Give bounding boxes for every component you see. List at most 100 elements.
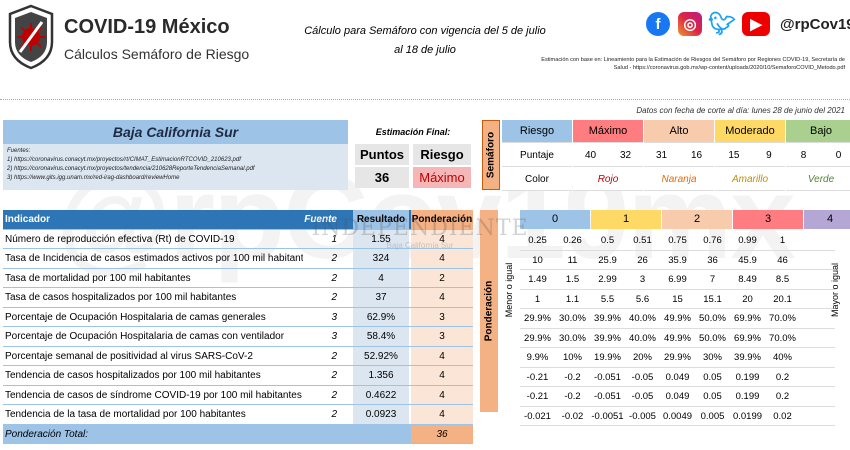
cutoff-date: Datos con fecha de corte al día: lunes 2… <box>636 106 845 115</box>
threshold-cell: 50.0% <box>695 329 730 348</box>
threshold-cell <box>800 290 835 309</box>
threshold-cell: 0.99 <box>730 231 765 251</box>
threshold-cell <box>800 368 835 387</box>
threshold-cell <box>800 348 835 368</box>
threshold-cell: 26 <box>625 251 660 270</box>
indicator-result: 324 <box>353 249 409 268</box>
source-link[interactable]: 3) https://www.gits.igg.unam.mx/red-irag… <box>7 175 180 181</box>
threshold-cell: 49.9% <box>660 329 695 348</box>
threshold-cell: 30% <box>695 348 730 368</box>
ponderacion-side-label: Ponderación <box>480 210 498 412</box>
threshold-cell <box>800 231 835 251</box>
final-label: Estimación Final: <box>375 127 451 137</box>
threshold-cell: 29.9% <box>520 309 555 329</box>
state-panel: Baja California Sur Fuentes: 1) https://… <box>3 120 348 190</box>
threshold-cell: 49.9% <box>660 309 695 329</box>
threshold-cell: 5.5 <box>590 290 625 309</box>
youtube-icon[interactable]: ▶ <box>742 12 770 36</box>
threshold-cell: -0.2 <box>555 387 590 407</box>
indicator-header-row: Indicador Fuente Resultado Ponderación <box>3 210 473 230</box>
indicator-row: Tendencia de la tasa de mortalidad por 1… <box>3 405 473 425</box>
riesgo-label: Riesgo <box>413 144 471 165</box>
threshold-cell: 1 <box>765 231 800 251</box>
header: COVID-19 México Cálculos Semáforo de Rie… <box>0 0 850 100</box>
threshold-cell: -0.05 <box>625 387 660 407</box>
indicator-weight: 4 <box>411 288 473 307</box>
threshold-cell: 7 <box>695 270 730 290</box>
threshold-cell: 35.9 <box>660 251 695 270</box>
threshold-cell: 15 <box>660 290 695 309</box>
ponderacion-level: 2 <box>662 210 732 229</box>
threshold-cell: 69.9% <box>730 329 765 348</box>
indicator-row: Tasa de casos hospitalizados por 100 mil… <box>3 288 473 308</box>
facebook-icon[interactable]: f <box>646 12 670 36</box>
sema-color-name: Amarillo <box>715 168 785 191</box>
indicator-row: Tendencia de casos de síndrome COVID-19 … <box>3 385 473 405</box>
indicator-result: 58.4% <box>353 327 409 346</box>
source-link[interactable]: 1) https://coronavirus.conacyt.mx/proyec… <box>7 157 241 163</box>
puntos-value: 36 <box>355 167 409 188</box>
threshold-cell: 6.99 <box>660 270 695 290</box>
threshold-cell: 39.9% <box>590 309 625 329</box>
threshold-cell: 0.199 <box>730 368 765 387</box>
indicator-name: Tendencia de casos hospitalizados por 10… <box>5 370 261 381</box>
twitter-icon[interactable]: 🐦︎ <box>708 11 736 36</box>
instagram-icon[interactable]: ◎ <box>678 12 702 36</box>
threshold-cell: -0.051 <box>590 387 625 407</box>
indicator-result: 52.92% <box>353 346 409 365</box>
threshold-cell: 0.2 <box>765 387 800 407</box>
ponderacion-level: 3 <box>733 210 803 229</box>
indicator-row: Porcentaje de Ocupación Hospitalaria de … <box>3 327 473 347</box>
indicator-source: 2 <box>331 370 337 381</box>
threshold-cell: 0.25 <box>520 231 555 251</box>
threshold-cell <box>800 270 835 290</box>
indicator-result: 1.55 <box>353 229 409 248</box>
indicator-result: 62.9% <box>353 307 409 326</box>
indicator-name: Tasa de casos hospitalizados por 100 mil… <box>5 292 237 303</box>
social-handle[interactable]: @rpCov19mx <box>780 15 850 33</box>
threshold-cell: 0.51 <box>625 231 660 251</box>
indicator-weight: 4 <box>411 366 473 385</box>
threshold-cell: 1 <box>520 290 555 309</box>
threshold-cell: -0.0051 <box>590 407 625 426</box>
indicator-source: 2 <box>331 389 337 401</box>
threshold-cell: 0.2 <box>765 368 800 387</box>
virus-shield-icon <box>8 4 54 70</box>
sema-color-label: Color <box>502 168 572 191</box>
threshold-cell: 25.9 <box>590 251 625 270</box>
threshold-cell: 0.005 <box>695 407 730 426</box>
ponderacion-level: 0 <box>520 210 590 229</box>
threshold-cell <box>800 387 835 407</box>
threshold-cell: 70.0% <box>765 309 800 329</box>
threshold-cell: -0.21 <box>520 387 555 407</box>
threshold-cell: 40% <box>765 348 800 368</box>
threshold-cell: 29.9% <box>660 348 695 368</box>
indicator-result: 0.4622 <box>353 385 409 404</box>
threshold-cell: 0.05 <box>695 387 730 407</box>
indicator-weight: 3 <box>411 327 473 346</box>
threshold-cell: 2.99 <box>590 270 625 290</box>
puntaje-high: 31 <box>655 149 668 161</box>
indicator-name: Tendencia de la tasa de mortalidad por 1… <box>5 409 246 420</box>
threshold-cell: 40.0% <box>625 329 660 348</box>
threshold-cell <box>800 309 835 329</box>
riesgo-value: Máximo <box>413 167 471 188</box>
indicator-row: Tendencia de casos hospitalizados por 10… <box>3 366 473 386</box>
source-link[interactable]: 2) https://coronavirus.conacyt.mx/proyec… <box>7 166 255 172</box>
threshold-cell: 3 <box>625 270 660 290</box>
indicator-name: Tasa de mortalidad por 100 mil habitante… <box>5 272 191 284</box>
threshold-cell: 11 <box>555 251 590 270</box>
threshold-cell: 20.1 <box>765 290 800 309</box>
puntos-label: Puntos <box>355 144 409 165</box>
threshold-cell: 10 <box>520 251 555 270</box>
threshold-cell: 70.0% <box>765 329 800 348</box>
header-indicador: Indicador <box>5 214 51 225</box>
validity-period: Cálculo para Semáforo con vigencia del 5… <box>304 25 546 56</box>
threshold-cell <box>800 407 835 426</box>
threshold-cell: 0.02 <box>765 407 800 426</box>
threshold-cell: 8.49 <box>730 270 765 290</box>
sema-puntaje-range: 31 16 <box>644 144 714 167</box>
puntaje-low: 16 <box>690 149 703 161</box>
indicator-name: Tasa de Incidencia de casos estimados ac… <box>5 253 303 264</box>
